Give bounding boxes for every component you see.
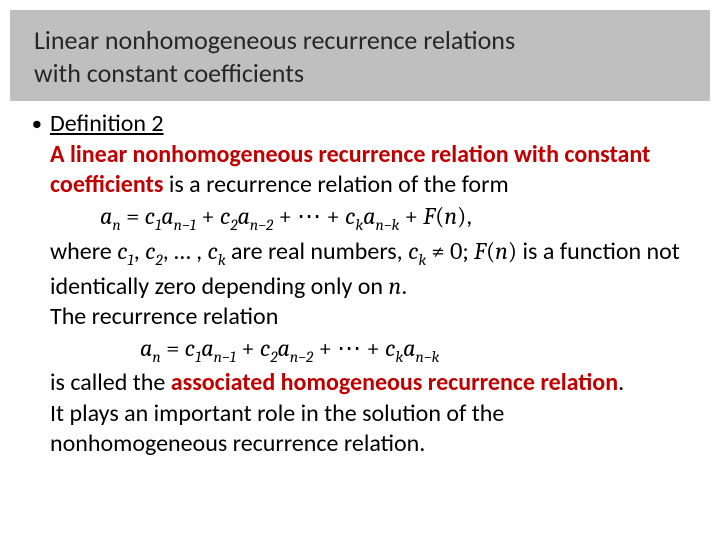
definition-lead-rest: is a recurrence relation of the form (163, 170, 508, 199)
definition-heading: Definition 2 (50, 109, 684, 140)
slide-body: ● Definition 2 A linear nonhomogeneous r… (0, 105, 720, 460)
recurrence-label: The recurrence relation (50, 302, 684, 333)
role-sentence: It plays an important role in the soluti… (50, 399, 684, 460)
header-line-2: with constant coefficients (34, 57, 686, 90)
definition-label: Definition 2 (50, 109, 164, 138)
where-end: . (401, 272, 407, 301)
where-clause: where c1, c2, … , ck are real numbers, c… (50, 236, 684, 302)
slide-header: Linear nonhomogeneous recurrence relatio… (10, 10, 710, 101)
called-line: is called the associated homogeneous rec… (50, 368, 684, 399)
definition-lead: A linear nonhomogeneous recurrence relat… (50, 140, 684, 201)
header-line-1: Linear nonhomogeneous recurrence relatio… (34, 24, 686, 57)
where-pre: where (50, 237, 117, 266)
equation-2: an = c1an−1 + c2an−2 + ⋯ + ckan−k (50, 333, 684, 368)
equation-1: an = c1an−1 + c2an−2 + ⋯ + ckan−k + F(n)… (50, 201, 684, 236)
associated-term: associated homogeneous recurrence relati… (171, 368, 618, 397)
called-post: . (618, 368, 624, 397)
where-mid: are real numbers, (226, 237, 408, 266)
called-pre: is called the (50, 368, 171, 397)
bullet-icon: ● (32, 115, 42, 135)
